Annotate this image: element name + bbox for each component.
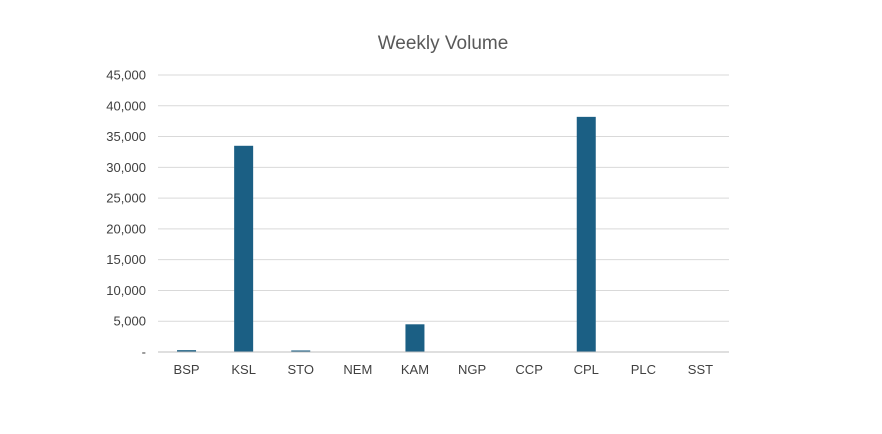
x-tick-label: STO xyxy=(288,362,315,377)
x-tick-label: KAM xyxy=(401,362,429,377)
y-tick-label: 15,000 xyxy=(106,252,146,267)
x-tick-label: PLC xyxy=(631,362,656,377)
x-tick-label: NEM xyxy=(343,362,372,377)
bar-ksl xyxy=(234,145,254,352)
x-tick-label: NGP xyxy=(458,362,486,377)
x-tick-label: CCP xyxy=(515,362,542,377)
y-tick-label: 45,000 xyxy=(106,68,146,83)
y-tick-label: 20,000 xyxy=(106,221,146,236)
chart-title: Weekly Volume xyxy=(378,33,509,54)
y-tick-label: 30,000 xyxy=(106,160,146,175)
y-tick-label: 40,000 xyxy=(106,98,146,113)
y-tick-label: - xyxy=(142,345,146,360)
y-tick-label: 35,000 xyxy=(106,129,146,144)
gridlines xyxy=(158,74,729,322)
x-tick-label: CPL xyxy=(574,362,599,377)
bar-sto xyxy=(291,350,311,352)
y-tick-label: 25,000 xyxy=(106,191,146,206)
y-tick-label: 5,000 xyxy=(113,314,146,329)
y-tick-label: 10,000 xyxy=(106,283,146,298)
bars xyxy=(177,116,596,352)
bar-cpl xyxy=(576,116,596,352)
bar-kam xyxy=(405,324,425,352)
x-tick-label: SST xyxy=(688,362,713,377)
x-tick-label: BSP xyxy=(174,362,200,377)
bar-bsp xyxy=(177,350,197,352)
y-axis-tick-labels: - 5,000 10,000 15,000 20,000 25,000 30,000 35,0… xyxy=(106,68,146,360)
x-axis-tick-labels: BSP KSL STO NEM KAM NGP CCP CPL PLC SST xyxy=(174,362,714,377)
x-tick-label: KSL xyxy=(231,362,256,377)
